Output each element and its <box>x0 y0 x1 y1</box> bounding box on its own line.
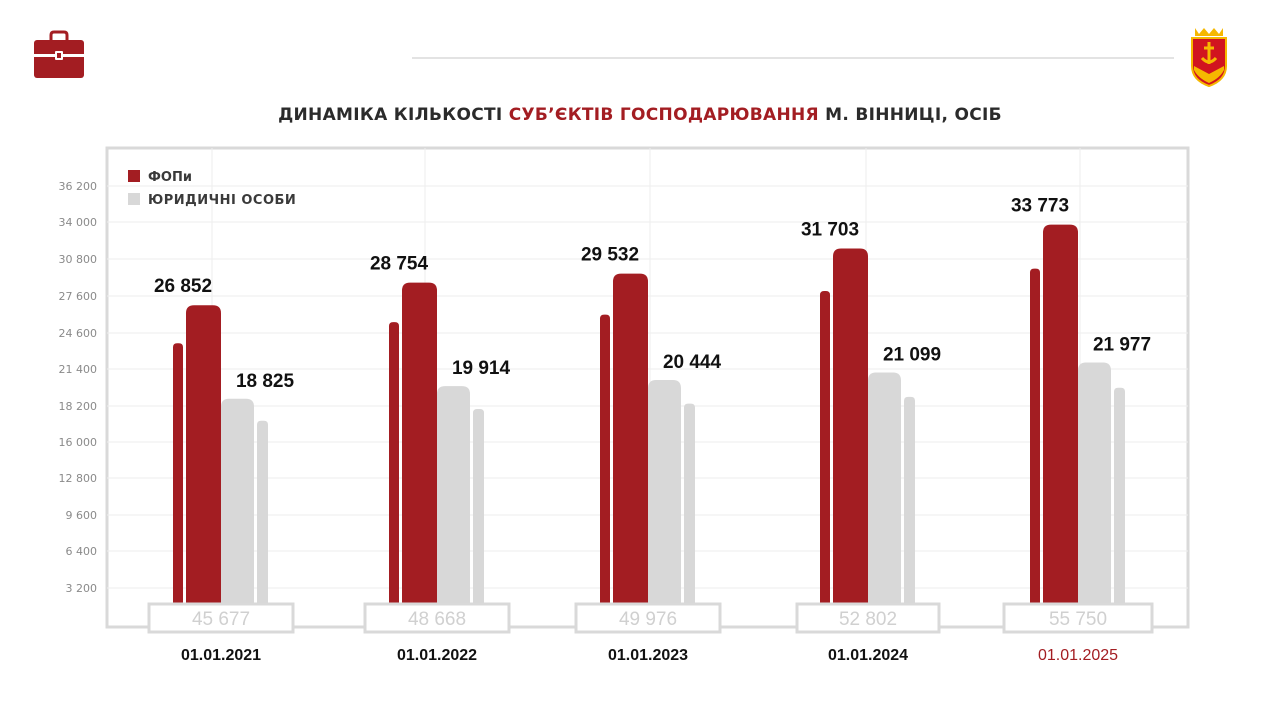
total-label: 52 802 <box>839 609 897 630</box>
bar-fop <box>1043 224 1078 604</box>
legend-label-legal: ЮРИДИЧНІ ОСОБИ <box>148 193 296 208</box>
y-tick-label: 16 000 <box>59 436 98 449</box>
bar-legal <box>1078 362 1111 604</box>
value-label-fop: 31 703 <box>801 220 859 241</box>
bar-fop <box>402 282 437 604</box>
value-label-legal: 19 914 <box>452 358 511 379</box>
bar-legal-thin <box>684 403 695 604</box>
total-label: 45 677 <box>192 609 250 630</box>
x-category-label: 01.01.2022 <box>397 647 477 664</box>
total-label: 55 750 <box>1049 609 1107 630</box>
y-tick-label: 12 800 <box>59 472 98 485</box>
chart-title: ДИНАМІКА КІЛЬКОСТІ СУБ’ЄКТІВ ГОСПОДАРЮВА… <box>0 105 1280 125</box>
y-tick-label: 27 600 <box>59 290 98 303</box>
total-box <box>147 602 295 634</box>
bar-legal-thin <box>257 420 268 604</box>
y-tick-label: 36 200 <box>59 180 98 193</box>
value-label-fop: 28 754 <box>370 254 429 275</box>
bar-fop <box>186 305 221 604</box>
value-label-legal: 21 977 <box>1093 335 1151 356</box>
bar-legal-thin <box>904 396 915 604</box>
chart-title-part2: М. ВІННИЦІ, ОСІБ <box>825 105 1002 125</box>
total-box <box>363 602 511 634</box>
value-label-legal: 18 825 <box>236 371 295 392</box>
x-category-label: 01.01.2023 <box>608 647 688 664</box>
bar-legal <box>221 398 254 604</box>
briefcase-icon <box>34 30 84 78</box>
y-tick-label: 6 400 <box>66 545 98 558</box>
value-label-fop: 33 773 <box>1011 196 1069 217</box>
legend-swatch-legal <box>128 193 140 205</box>
bar-legal <box>648 380 681 604</box>
chart-title-accent: СУБ’ЄКТІВ ГОСПОДАРЮВАННЯ <box>508 105 819 125</box>
y-tick-label: 3 200 <box>66 582 98 595</box>
city-coat-of-arms-icon <box>1191 28 1227 88</box>
total-label: 49 976 <box>619 609 677 630</box>
bar-legal <box>437 386 470 604</box>
y-tick-label: 24 600 <box>59 327 98 340</box>
x-category-label: 01.01.2025 <box>1038 647 1118 664</box>
chart-title-part1: ДИНАМІКА КІЛЬКОСТІ <box>278 105 503 125</box>
header-divider-line <box>412 57 1174 59</box>
total-label: 48 668 <box>408 609 466 630</box>
value-label-legal: 20 444 <box>663 352 722 373</box>
value-label-fop: 29 532 <box>581 245 639 266</box>
bar-fop <box>613 273 648 604</box>
x-category-label: 01.01.2021 <box>181 647 261 664</box>
bar-legal-thin <box>1114 387 1125 604</box>
bar-legal-thin <box>473 408 484 604</box>
bar-fop-thin <box>820 291 830 604</box>
value-label-fop: 26 852 <box>154 276 212 297</box>
y-tick-label: 30 800 <box>59 253 98 266</box>
total-box <box>795 602 941 634</box>
legend-swatch-fop <box>128 170 140 182</box>
bar-fop-thin <box>389 322 399 604</box>
y-tick-label: 21 400 <box>59 363 98 376</box>
value-label-legal: 21 099 <box>883 344 941 365</box>
total-box <box>574 602 722 634</box>
bar-fop <box>833 248 868 604</box>
legend-label-fop: ФОПи <box>148 170 192 185</box>
y-tick-label: 9 600 <box>66 509 98 522</box>
y-tick-label: 34 000 <box>59 216 98 229</box>
bar-fop-thin <box>1030 268 1040 604</box>
x-category-label: 01.01.2024 <box>828 647 908 664</box>
y-tick-label: 18 200 <box>59 400 98 413</box>
total-box <box>1002 602 1154 634</box>
bar-fop-thin <box>600 314 610 604</box>
bar-fop-thin <box>173 343 183 604</box>
bar-legal <box>868 372 901 604</box>
